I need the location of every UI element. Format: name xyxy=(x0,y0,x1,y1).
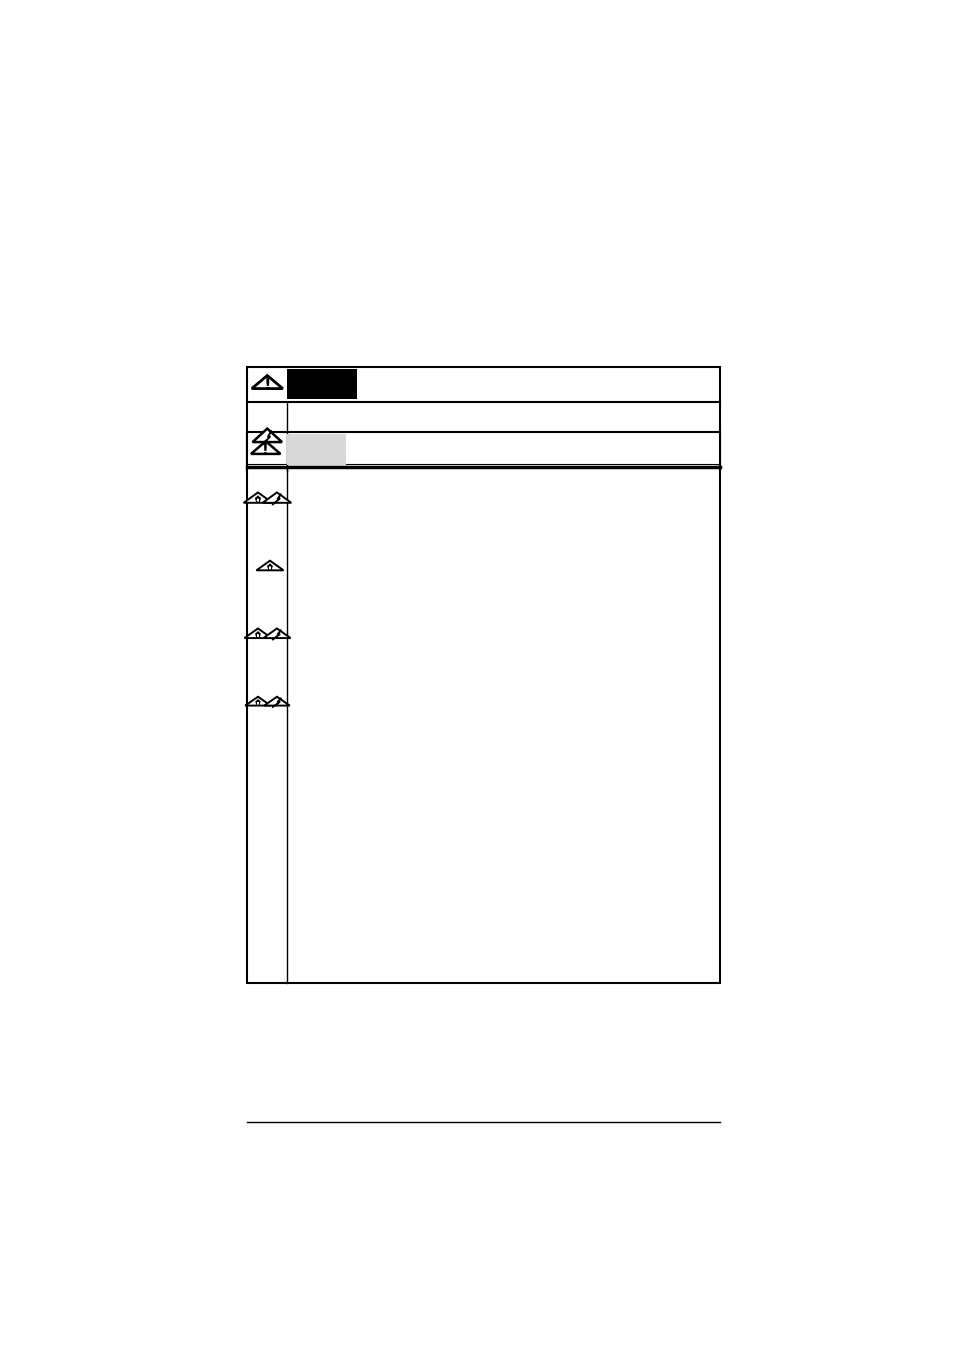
Polygon shape xyxy=(243,492,272,503)
Bar xyxy=(287,369,356,400)
Polygon shape xyxy=(256,561,283,570)
Polygon shape xyxy=(262,492,291,503)
Polygon shape xyxy=(245,697,271,705)
Polygon shape xyxy=(255,496,260,503)
Polygon shape xyxy=(252,376,282,389)
Polygon shape xyxy=(268,563,272,570)
Polygon shape xyxy=(251,442,280,454)
Polygon shape xyxy=(253,428,282,442)
Bar xyxy=(247,367,720,471)
Bar xyxy=(247,432,720,984)
Bar xyxy=(287,434,345,465)
Polygon shape xyxy=(263,628,291,638)
Polygon shape xyxy=(255,700,259,705)
Text: !: ! xyxy=(262,443,269,458)
Polygon shape xyxy=(244,628,272,638)
Polygon shape xyxy=(255,632,260,638)
Polygon shape xyxy=(264,697,290,705)
Text: !: ! xyxy=(263,376,271,394)
